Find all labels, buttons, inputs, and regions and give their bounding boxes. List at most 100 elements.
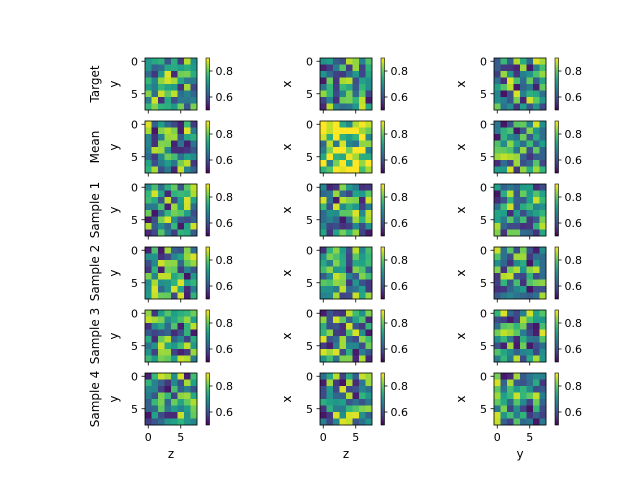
heatmap-cell xyxy=(346,355,353,363)
heatmap-cell xyxy=(184,379,191,387)
heatmap-cell xyxy=(326,329,334,337)
heatmap-cell xyxy=(151,229,159,237)
heatmap-cell xyxy=(520,266,527,274)
heatmap-cell xyxy=(513,379,521,387)
heatmap-cell xyxy=(539,216,547,224)
heatmap-cell xyxy=(158,316,165,324)
heatmap-cell xyxy=(190,342,198,350)
heatmap-cell xyxy=(520,355,527,363)
y-axis-label: x xyxy=(454,143,468,150)
heatmap-cell xyxy=(365,286,373,293)
heatmap-cell xyxy=(494,153,501,161)
heatmap-cell xyxy=(326,166,334,174)
heatmap-cell xyxy=(352,160,360,167)
panel-frame xyxy=(319,57,373,111)
heatmap-cell xyxy=(526,342,534,350)
y-axis-label: x xyxy=(454,80,468,87)
heatmap-cell xyxy=(171,103,178,111)
heatmap-cell xyxy=(333,84,340,91)
colorbar-tick-label: 0.6 xyxy=(565,217,583,230)
heatmap-cell xyxy=(346,64,353,72)
heatmap-cell xyxy=(164,329,172,337)
heatmap-cell xyxy=(326,273,334,280)
heatmap-cell xyxy=(339,147,347,154)
heatmap-cell xyxy=(494,279,501,287)
heatmap-cell xyxy=(365,386,373,393)
heatmap-cell xyxy=(500,203,508,211)
heatmap-cell xyxy=(339,247,347,254)
colorbar-tick-label: 0.8 xyxy=(216,380,234,393)
heatmap-cell xyxy=(190,349,198,356)
heatmap-cell xyxy=(494,77,501,85)
heatmap-cell xyxy=(320,412,327,419)
heatmap-cell xyxy=(151,121,159,128)
heatmap-cell xyxy=(184,247,191,254)
heatmap-cell xyxy=(500,77,508,85)
heatmap-cell xyxy=(339,203,347,211)
heatmap-cell xyxy=(158,253,165,261)
heatmap-cell xyxy=(539,210,547,217)
heatmap-cell xyxy=(539,160,547,167)
heatmap-cell xyxy=(333,379,340,387)
heatmap-cell xyxy=(500,286,508,293)
heatmap-cell xyxy=(513,373,521,380)
heatmap-cell xyxy=(171,77,178,85)
heatmap-cell xyxy=(494,90,501,98)
heatmap-cell xyxy=(151,58,159,65)
heatmap-cell xyxy=(539,386,547,393)
heatmap-cell xyxy=(190,97,198,104)
heatmap-cell xyxy=(533,84,540,91)
heatmap-cell xyxy=(494,166,501,174)
heatmap-cell xyxy=(352,134,360,141)
heatmap-cell xyxy=(494,160,501,167)
heatmap-cell xyxy=(365,216,373,224)
heatmap-cell xyxy=(539,260,547,267)
heatmap-cell xyxy=(190,292,198,300)
heatmap-cell xyxy=(352,140,360,148)
heatmap-cell xyxy=(333,64,340,72)
heatmap-cell xyxy=(500,229,508,237)
heatmap-cell xyxy=(320,310,327,317)
heatmap-cell xyxy=(151,97,159,104)
heatmap-cell xyxy=(151,405,159,413)
heatmap-cell xyxy=(346,349,353,356)
heatmap-cell xyxy=(151,247,159,254)
heatmap-cell xyxy=(507,190,514,198)
heatmap-cell xyxy=(145,310,152,317)
heatmap-cell xyxy=(339,229,347,237)
heatmap-cell xyxy=(500,71,508,78)
heatmap-cell xyxy=(365,121,373,128)
heatmap-cell xyxy=(177,97,185,104)
heatmap-cell xyxy=(365,140,373,148)
heatmap-cell xyxy=(526,399,534,406)
heatmap-cell xyxy=(520,418,527,426)
panel-frame xyxy=(493,120,547,174)
heatmap-cell xyxy=(507,260,514,267)
heatmap-cell xyxy=(513,279,521,287)
heatmap-cell xyxy=(320,121,327,128)
heatmap-cell xyxy=(151,266,159,274)
heatmap-cell xyxy=(365,310,373,317)
heatmap-cell xyxy=(184,90,191,98)
heatmap-cell xyxy=(526,292,534,300)
heatmap-cell xyxy=(184,229,191,237)
panel-frame xyxy=(144,57,198,111)
heatmap-cell xyxy=(533,310,540,317)
heatmap-cell xyxy=(494,286,501,293)
heatmap-cell xyxy=(539,84,547,91)
heatmap-cell xyxy=(352,418,360,426)
heatmap-cell xyxy=(151,84,159,91)
heatmap-cell xyxy=(365,349,373,356)
heatmap-cell xyxy=(145,266,152,274)
heatmap-cell xyxy=(352,90,360,98)
heatmap-cell xyxy=(359,399,366,406)
heatmap-cell xyxy=(500,336,508,343)
y-tick-label: 5 xyxy=(131,277,138,290)
heatmap-cell xyxy=(190,210,198,217)
heatmap-cell xyxy=(164,349,172,356)
heatmap-cell xyxy=(151,216,159,224)
heatmap-cell xyxy=(359,64,366,72)
heatmap-cell xyxy=(507,273,514,280)
heatmap-cell xyxy=(190,223,198,230)
heatmap-cell xyxy=(539,379,547,387)
